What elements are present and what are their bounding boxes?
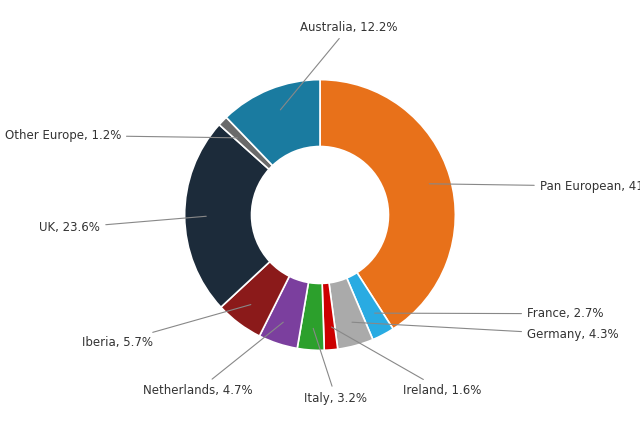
Text: Pan European, 41.0%: Pan European, 41.0% — [429, 180, 640, 193]
Text: Germany, 4.3%: Germany, 4.3% — [352, 322, 619, 341]
Wedge shape — [320, 80, 455, 329]
Wedge shape — [329, 278, 373, 349]
Text: France, 2.7%: France, 2.7% — [374, 307, 604, 320]
Text: Other Europe, 1.2%: Other Europe, 1.2% — [4, 129, 237, 142]
Text: Italy, 3.2%: Italy, 3.2% — [305, 328, 367, 405]
Text: Netherlands, 4.7%: Netherlands, 4.7% — [143, 322, 284, 397]
Wedge shape — [185, 124, 270, 307]
Text: Australia, 12.2%: Australia, 12.2% — [280, 21, 397, 110]
Wedge shape — [347, 273, 393, 340]
Text: Ireland, 1.6%: Ireland, 1.6% — [332, 327, 481, 397]
Wedge shape — [297, 282, 324, 350]
Text: UK, 23.6%: UK, 23.6% — [40, 216, 206, 234]
Wedge shape — [221, 262, 289, 336]
Wedge shape — [219, 117, 273, 169]
Text: Iberia, 5.7%: Iberia, 5.7% — [82, 305, 251, 349]
Wedge shape — [322, 283, 338, 350]
Wedge shape — [227, 80, 320, 165]
Wedge shape — [259, 276, 308, 349]
